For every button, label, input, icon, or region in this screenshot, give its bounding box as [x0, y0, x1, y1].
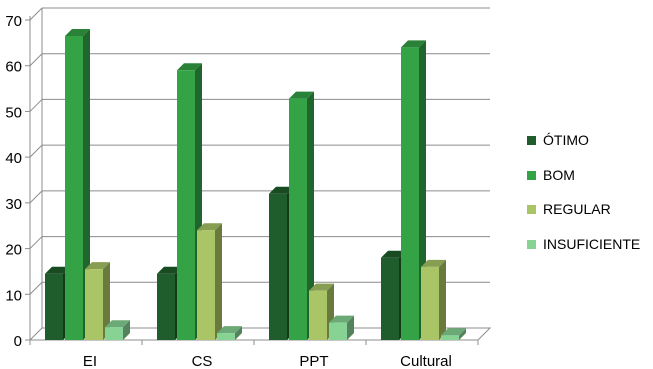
bar [309, 283, 334, 340]
legend-swatch [527, 136, 536, 145]
bar-side [347, 315, 354, 340]
x-tick-label: CS [192, 353, 213, 369]
bar-side [103, 262, 110, 340]
bar-front [85, 269, 103, 340]
bar [197, 223, 222, 340]
y-tick-label: 50 [5, 104, 22, 121]
axes [25, 16, 492, 345]
bar-top [269, 186, 294, 194]
x-tick-label: PPT [299, 353, 328, 369]
bar-top [85, 262, 110, 270]
y-tick-label: 30 [5, 196, 22, 213]
bar [105, 320, 130, 340]
bar [329, 315, 354, 340]
bar-front [45, 273, 63, 340]
bar-front [177, 70, 195, 341]
gridline-depth [29, 7, 43, 21]
bar-top [421, 259, 446, 267]
x-tick-label: EI [83, 353, 97, 369]
bar-front [441, 335, 459, 340]
legend-label: INSUFICIENTE [543, 236, 640, 252]
bar-front [309, 290, 327, 340]
gridline-depth [29, 236, 43, 249]
legend-swatch [527, 205, 536, 214]
bar [85, 262, 110, 340]
bar-top [157, 266, 182, 274]
gridline-depth [29, 99, 43, 112]
bar-top [177, 63, 202, 71]
bar [289, 91, 314, 340]
bars [45, 29, 466, 341]
bar [217, 326, 242, 340]
bar-top [65, 29, 90, 36]
bar-side [459, 328, 466, 340]
y-tick-label: 40 [5, 150, 22, 167]
gridline-depth [29, 281, 43, 295]
gridlines [29, 7, 490, 328]
bar [177, 63, 202, 341]
bar-front [401, 47, 419, 341]
bar-front [65, 36, 83, 340]
x-tick-label: Cultural [400, 353, 452, 369]
y-tick-label: 10 [5, 287, 22, 304]
gridline-depth [29, 190, 43, 204]
bar-side [439, 259, 446, 340]
bar-top [45, 266, 70, 274]
bar-top [309, 283, 334, 291]
y-axis-tick-labels: 0 10 20 30 40 50 60 70 [5, 13, 22, 350]
legend-label: ÓTIMO [543, 132, 589, 148]
bar-front [197, 230, 215, 340]
gridline-depth [29, 53, 43, 67]
bar-side [83, 29, 90, 340]
bar-side [307, 91, 314, 340]
bar-top [441, 328, 466, 336]
bar-front [329, 322, 347, 340]
bar-side [215, 223, 222, 340]
legend-swatch [527, 240, 536, 249]
bar [441, 328, 466, 340]
bar-front [105, 327, 123, 340]
legend-swatch [527, 171, 536, 180]
gridline-depth [29, 144, 43, 158]
bar-top [197, 223, 222, 231]
legend-label: REGULAR [543, 201, 611, 217]
bar-front [157, 273, 175, 340]
y-tick-label: 0 [14, 333, 22, 350]
bar-front [381, 257, 399, 340]
bar-front [269, 193, 287, 340]
bar-top [401, 40, 426, 48]
x-axis-tick-labels: EI CS PPT Cultural [83, 353, 452, 369]
bar-front [289, 98, 307, 340]
bar [421, 259, 446, 340]
bar-top [105, 320, 130, 328]
bar-top [289, 91, 314, 99]
bar-side [235, 326, 242, 340]
bar-front [217, 333, 235, 340]
bar-top [329, 315, 354, 323]
legend-label: BOM [543, 167, 575, 183]
y-tick-label: 70 [5, 13, 22, 30]
bar-top [217, 326, 242, 334]
legend: ÓTIMO BOM REGULAR INSUFICIENTE [527, 132, 640, 252]
floor-outline [29, 327, 492, 341]
bar [65, 29, 90, 340]
y-tick-label: 60 [5, 59, 22, 76]
y-tick-label: 20 [5, 242, 22, 259]
bar-side [123, 320, 130, 340]
bar-top [381, 250, 406, 258]
bar-front [421, 266, 439, 340]
